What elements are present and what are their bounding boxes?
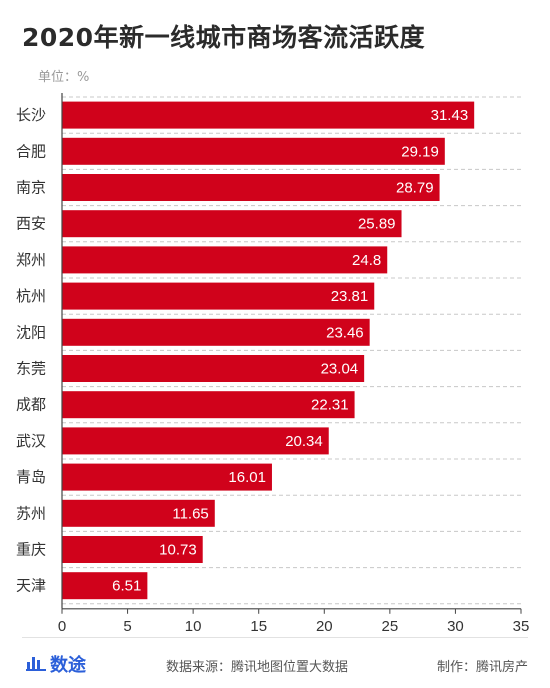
brand-logo: 数途 bbox=[26, 651, 86, 677]
x-tick-label: 25 bbox=[382, 618, 399, 635]
bar bbox=[62, 391, 355, 419]
value-label: 10.73 bbox=[159, 542, 197, 559]
bar bbox=[62, 499, 215, 527]
category-label: 杭州 bbox=[16, 287, 46, 305]
chart-title: 2020年新一线城市商场客流活跃度 bbox=[22, 23, 426, 52]
category-label: 西安 bbox=[16, 215, 46, 233]
value-label: 23.81 bbox=[331, 288, 369, 305]
value-label: 22.31 bbox=[311, 397, 349, 414]
category-label: 苏州 bbox=[16, 504, 46, 522]
bar bbox=[62, 137, 445, 165]
value-label: 6.51 bbox=[112, 578, 141, 595]
x-tick-label: 10 bbox=[185, 618, 202, 635]
bar bbox=[62, 101, 475, 129]
bar bbox=[62, 210, 402, 238]
bar bbox=[62, 427, 329, 455]
data-source: 数据来源：腾讯地图位置大数据 bbox=[166, 660, 349, 675]
category-label: 长沙 bbox=[16, 106, 46, 124]
value-label: 24.8 bbox=[352, 252, 381, 269]
x-tick-label: 15 bbox=[250, 618, 267, 635]
category-label: 沈阳 bbox=[16, 323, 46, 341]
bar bbox=[62, 536, 203, 563]
category-label: 天津 bbox=[16, 577, 46, 595]
bar bbox=[62, 355, 365, 382]
x-tick-label: 5 bbox=[123, 618, 131, 635]
value-label: 31.43 bbox=[431, 107, 469, 124]
bar bbox=[62, 246, 388, 274]
x-tick-label: 30 bbox=[447, 618, 464, 635]
chart-maker: 制作：腾讯房产 bbox=[436, 660, 528, 675]
value-label: 11.65 bbox=[172, 505, 208, 522]
bar bbox=[62, 282, 375, 310]
value-label: 23.46 bbox=[326, 324, 364, 341]
x-tick-label: 35 bbox=[513, 618, 530, 635]
bar bbox=[62, 463, 272, 491]
value-label: 25.89 bbox=[358, 216, 396, 233]
value-label: 20.34 bbox=[285, 433, 323, 450]
category-label: 合肥 bbox=[16, 142, 46, 160]
value-label: 23.04 bbox=[321, 361, 359, 378]
category-label: 东莞 bbox=[16, 360, 46, 378]
category-label: 成都 bbox=[16, 396, 46, 414]
unit-label: 单位：% bbox=[38, 70, 90, 85]
bar bbox=[62, 572, 148, 600]
value-label: 29.19 bbox=[401, 143, 439, 160]
value-label: 16.01 bbox=[228, 469, 266, 486]
category-label: 南京 bbox=[16, 179, 46, 197]
category-label: 郑州 bbox=[16, 251, 46, 269]
category-label: 重庆 bbox=[16, 541, 46, 559]
value-label: 28.79 bbox=[396, 180, 434, 197]
brand-name: 数途 bbox=[50, 655, 86, 676]
bar bbox=[62, 174, 440, 201]
x-tick-label: 0 bbox=[58, 618, 66, 635]
x-tick-label: 20 bbox=[316, 618, 333, 635]
bar-chart-icon bbox=[26, 653, 46, 676]
bar bbox=[62, 318, 370, 346]
category-label: 武汉 bbox=[16, 432, 46, 450]
category-label: 青岛 bbox=[16, 468, 46, 486]
bar-chart: 长沙 31.43 合肥 29.19 南京 28.79 西安 25.89 郑州 24.8 杭州 23.8… bbox=[16, 93, 530, 635]
footer-divider bbox=[22, 637, 528, 638]
